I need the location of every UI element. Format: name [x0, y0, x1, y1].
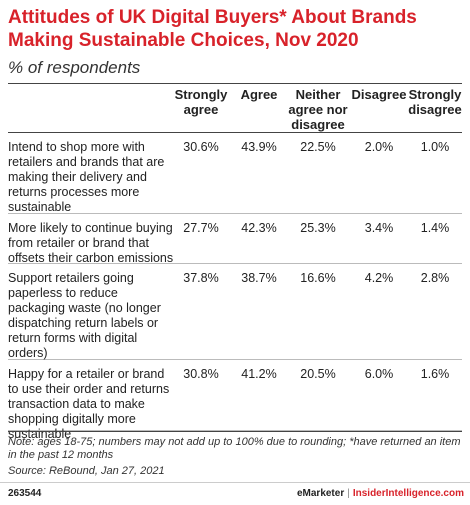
column-header-strongly-agree: Strongly agree — [174, 87, 228, 117]
column-header-disagree: Disagree — [351, 87, 407, 102]
brand-footer: eMarketer | InsiderIntelligence.com — [297, 488, 464, 499]
table-cell: 37.8% — [183, 271, 219, 285]
chart-note: Note: ages 18-75; numbers may not add up… — [8, 436, 461, 461]
table-cell: 25.3% — [300, 221, 336, 235]
table-cell: 20.5% — [300, 367, 336, 381]
brand-insider-intelligence: InsiderIntelligence.com — [352, 488, 464, 499]
table-cell: 1.6% — [420, 367, 450, 381]
chart-id: 263544 — [8, 488, 42, 499]
table-cell: 1.4% — [420, 221, 450, 235]
table-row: Support retailers going paperless to red… — [8, 264, 462, 360]
table-row: Intend to shop more with retailers and b… — [8, 133, 462, 214]
row-label: Support retailers going paperless to red… — [8, 271, 161, 360]
table-cell: 30.8% — [183, 367, 219, 381]
column-header-strongly-disagree: Strongly disagree — [408, 87, 462, 117]
table-cell: 6.0% — [364, 367, 394, 381]
brand-emarketer: eMarketer — [296, 488, 345, 499]
table-cell: 22.5% — [300, 140, 336, 154]
top-divider — [8, 83, 462, 84]
column-header-neither: Neither agree nor disagree — [288, 87, 348, 132]
table-cell: 27.7% — [183, 221, 219, 235]
table-row: More likely to continue buying from reta… — [8, 214, 462, 265]
table-cell: 43.9% — [241, 140, 277, 154]
table-row: Happy for a retailer or brand to use the… — [8, 360, 462, 441]
row-label: Intend to shop more with retailers and b… — [8, 140, 165, 214]
table-cell: 2.0% — [364, 140, 394, 154]
table-cell: 42.3% — [241, 221, 277, 235]
table-cell: 38.7% — [241, 271, 277, 285]
bottom-divider — [8, 431, 462, 432]
brand-separator: | — [347, 488, 350, 499]
chart-source: Source: ReBound, Jan 27, 2021 — [8, 465, 165, 477]
table-cell: 41.2% — [241, 367, 277, 381]
table-cell: 2.8% — [420, 271, 450, 285]
table-cell: 30.6% — [183, 140, 219, 154]
table-cell: 4.2% — [364, 271, 394, 285]
footer-divider — [0, 482, 470, 483]
table-cell: 1.0% — [420, 140, 450, 154]
column-header-agree: Agree — [240, 87, 278, 102]
chart-subtitle: % of respondents — [8, 58, 141, 77]
chart-title: Attitudes of UK Digital Buyers* About Br… — [8, 7, 417, 51]
row-label: More likely to continue buying from reta… — [8, 221, 174, 265]
table-cell: 16.6% — [300, 271, 336, 285]
row-label: Happy for a retailer or brand to use the… — [8, 367, 170, 441]
table-cell: 3.4% — [364, 221, 394, 235]
header-divider — [8, 132, 462, 133]
